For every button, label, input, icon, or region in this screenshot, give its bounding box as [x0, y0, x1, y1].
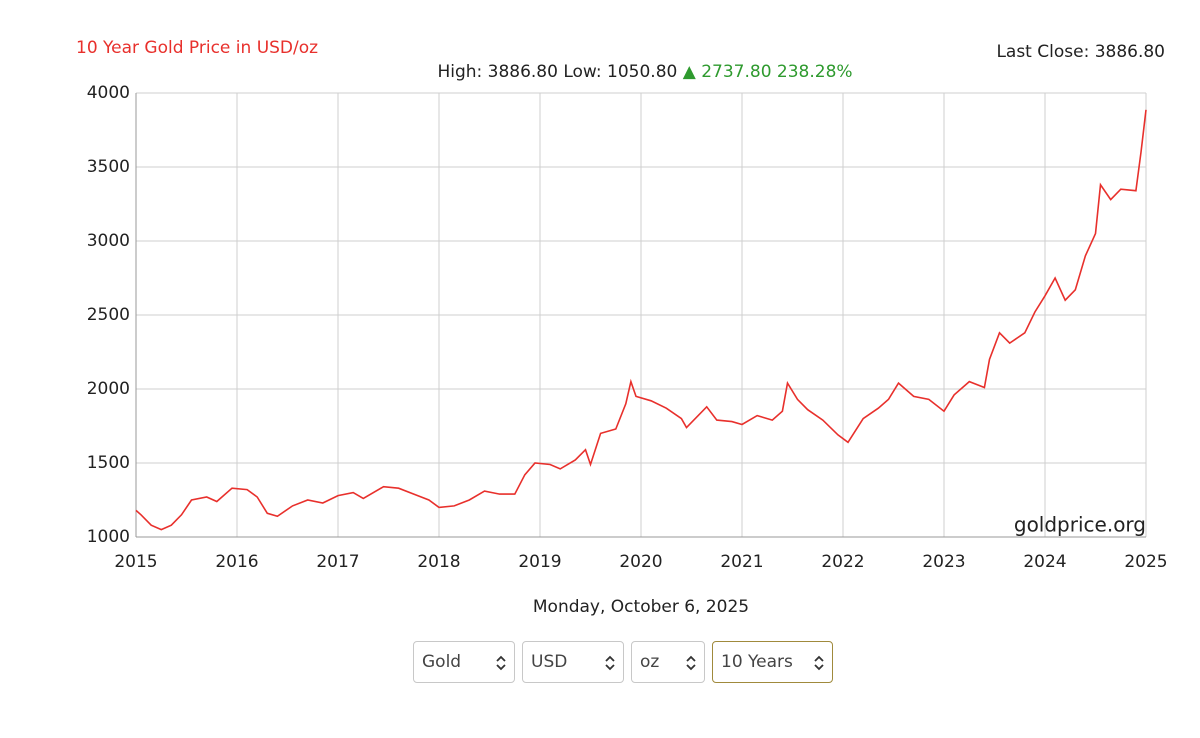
x-tick-label: 2020 — [619, 552, 662, 572]
x-tick-label: 2019 — [518, 552, 561, 572]
chevrons — [814, 655, 824, 671]
x-tick-label: 2016 — [215, 552, 258, 572]
price-line — [135, 109, 1147, 531]
x-tick-label: 2018 — [417, 552, 460, 572]
x-tick-label: 2025 — [1124, 552, 1167, 572]
change: ▲ 2737.80 238.28% — [683, 62, 853, 82]
x-tick-label: 2021 — [720, 552, 763, 572]
select[interactable]: Gold — [413, 641, 515, 683]
high-low: High: 3886.80 Low: 1050.80 — [437, 62, 677, 82]
chart: 10 Year Gold Price in USD/oz Last Close:… — [76, 38, 1168, 617]
chart-title: 10 Year Gold Price in USD/oz — [76, 38, 318, 58]
y-tick-label: 2500 — [87, 305, 130, 325]
select[interactable]: oz — [631, 641, 705, 683]
chevrons — [605, 655, 615, 671]
select[interactable]: 10 Years — [712, 641, 833, 683]
y-tick-label: 2000 — [87, 379, 130, 399]
chevrons — [686, 655, 696, 671]
y-tick-label: 3000 — [87, 231, 130, 251]
select-label: 10 Years — [721, 652, 793, 672]
watermark: goldprice.org — [1014, 513, 1146, 537]
y-tick-label: 3500 — [87, 157, 130, 177]
x-tick-label: 2023 — [922, 552, 965, 572]
select-label: Gold — [422, 652, 462, 672]
y-tick-label: 1000 — [87, 527, 130, 547]
select[interactable]: USD — [522, 641, 624, 683]
x-tick-label: 2015 — [114, 552, 157, 572]
x-tick-label: 2017 — [316, 552, 359, 572]
x-tick-label: 2024 — [1023, 552, 1066, 572]
date: Monday, October 6, 2025 — [533, 597, 749, 617]
y-tick-label: 1500 — [87, 453, 130, 473]
subtitle: High: 3886.80 Low: 1050.80 ▲ 2737.80 238… — [437, 62, 852, 82]
chevrons — [496, 655, 506, 671]
select-label: oz — [640, 652, 660, 672]
last-close: Last Close: 3886.80 — [996, 42, 1165, 62]
x-tick-label: 2022 — [821, 552, 864, 572]
y-tick-label: 4000 — [87, 83, 130, 103]
select-label: USD — [531, 652, 568, 672]
